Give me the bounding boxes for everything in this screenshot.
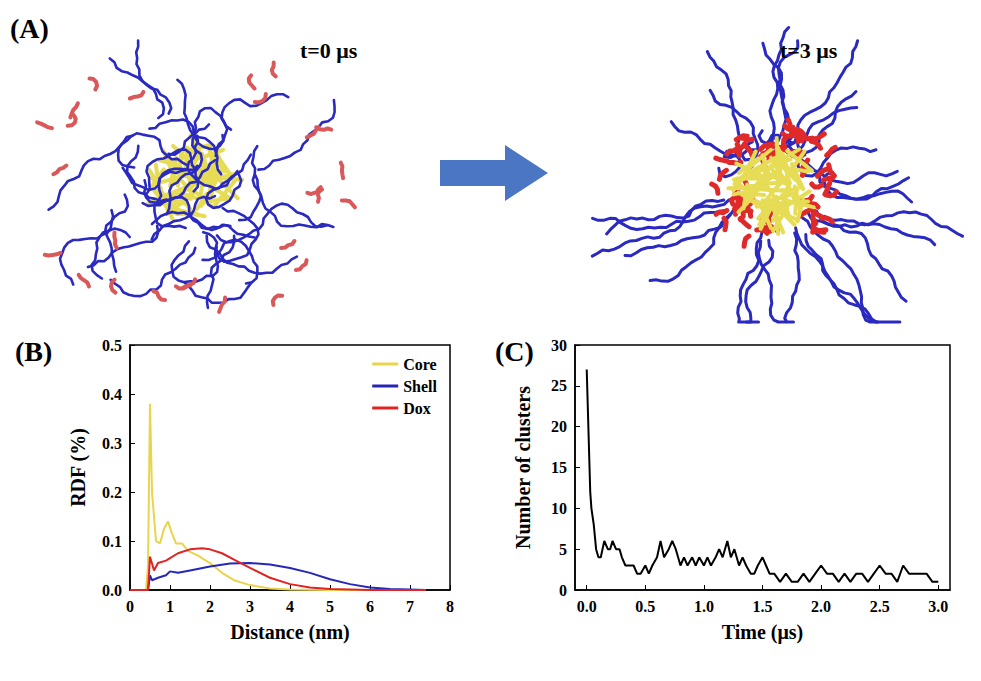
svg-text:30: 30 — [551, 337, 567, 354]
svg-text:0: 0 — [559, 582, 567, 599]
svg-text:5: 5 — [559, 541, 567, 558]
svg-text:2.5: 2.5 — [870, 598, 890, 615]
svg-text:(A): (A) — [10, 13, 49, 44]
svg-text:Number of clusters: Number of clusters — [512, 386, 534, 549]
svg-text:Shell: Shell — [403, 378, 437, 395]
svg-text:2.0: 2.0 — [811, 598, 831, 615]
svg-text:0.1: 0.1 — [102, 533, 122, 550]
svg-text:(B): (B) — [15, 336, 52, 367]
svg-text:0.2: 0.2 — [102, 484, 122, 501]
svg-text:6: 6 — [366, 598, 374, 615]
svg-text:t=3 μs: t=3 μs — [780, 38, 838, 63]
svg-text:25: 25 — [551, 377, 567, 394]
svg-text:1.0: 1.0 — [694, 598, 714, 615]
svg-text:Time (μs): Time (μs) — [722, 621, 804, 644]
svg-text:Distance (nm): Distance (nm) — [230, 621, 349, 644]
svg-text:5: 5 — [326, 598, 334, 615]
svg-text:10: 10 — [551, 500, 567, 517]
svg-text:RDF (%): RDF (%) — [67, 428, 90, 507]
svg-text:8: 8 — [446, 598, 454, 615]
svg-text:0.3: 0.3 — [102, 435, 122, 452]
svg-text:t=0 μs: t=0 μs — [300, 38, 358, 63]
svg-text:0.5: 0.5 — [102, 337, 122, 354]
svg-text:1: 1 — [166, 598, 174, 615]
svg-text:0: 0 — [126, 598, 134, 615]
svg-text:0.5: 0.5 — [635, 598, 655, 615]
svg-text:2: 2 — [206, 598, 214, 615]
svg-text:(C): (C) — [495, 336, 534, 367]
svg-text:3: 3 — [246, 598, 254, 615]
svg-text:15: 15 — [551, 459, 567, 476]
svg-text:Core: Core — [403, 356, 436, 373]
svg-text:0.0: 0.0 — [577, 598, 597, 615]
svg-text:0.4: 0.4 — [102, 386, 122, 403]
svg-text:1.5: 1.5 — [753, 598, 773, 615]
svg-text:Dox: Dox — [403, 400, 431, 417]
svg-text:4: 4 — [286, 598, 294, 615]
svg-text:7: 7 — [406, 598, 414, 615]
svg-text:0.0: 0.0 — [102, 582, 122, 599]
svg-text:3.0: 3.0 — [928, 598, 948, 615]
svg-text:20: 20 — [551, 418, 567, 435]
